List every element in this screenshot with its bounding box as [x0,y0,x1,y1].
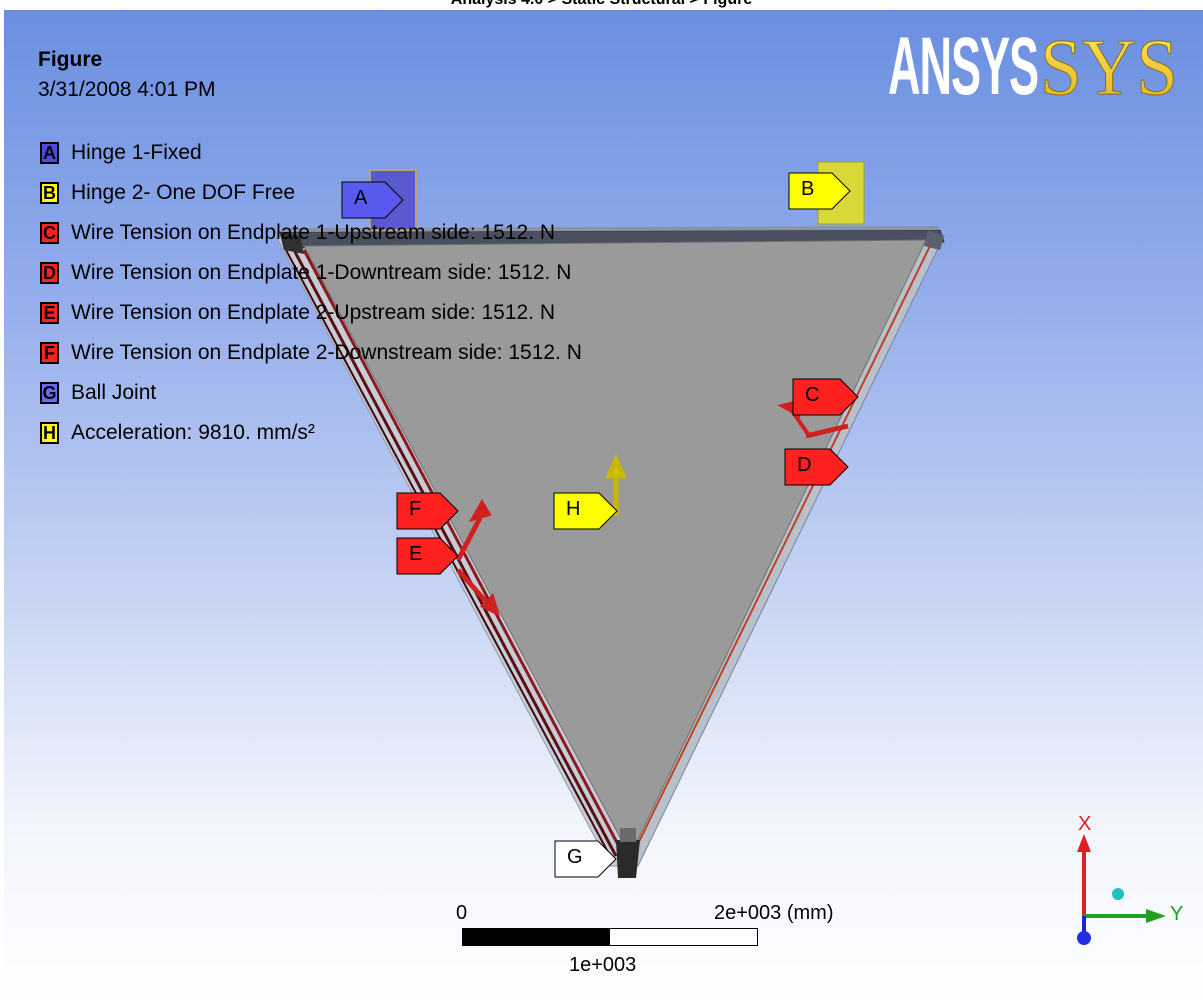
window-title: Analysis 4.0 > Static Structural > Figur… [0,0,1203,9]
triangular-frame-model[interactable] [4,10,1203,1007]
figure-timestamp: 3/31/2008 4:01 PM [38,78,216,101]
x-axis-label: X [1078,813,1091,835]
legend-swatch-b: B [40,182,59,204]
tag-g-letter: G [567,846,583,868]
legend-swatch-g: G [40,382,59,404]
legend-swatch-a: A [40,142,59,164]
ansys-logo: ANSYS SYS [888,22,1180,102]
scale-max-label: 2e+003 (mm) [714,902,834,924]
graphics-viewport[interactable]: Figure 3/31/2008 4:01 PM ANSYS SYS A Hing… [4,10,1203,1007]
tag-d-shape [784,448,849,486]
legend-label-g: Ball Joint [71,381,157,404]
legend-label-a: Hinge 1-Fixed [71,141,202,164]
tag-b-letter: B [801,178,815,200]
axis-triad[interactable]: X Y [1054,810,1194,970]
legend-label-h: Acceleration: 9810. mm/s² [71,421,315,444]
x-axis-arrow [1077,834,1091,852]
y-axis-arrow [1146,909,1166,923]
origin-sphere [1112,888,1124,900]
scale-zero-label: 0 [456,902,468,924]
z-axis-dot [1077,931,1091,945]
legend-label-f: Wire Tension on Endplate 2-Downstream si… [71,341,582,364]
legend-swatch-f: F [40,342,59,364]
legend-swatch-d: D [40,262,59,284]
tag-a-shape [341,181,404,219]
tag-a-letter: A [354,187,368,209]
legend-swatch-e: E [40,302,59,324]
legend-label-b: Hinge 2- One DOF Free [71,181,296,204]
figure-title: Figure [38,48,103,71]
legend-swatch-h: H [40,422,59,444]
tag-b-shape [788,172,851,210]
window-title-bar: Analysis 4.0 > Static Structural > Figur… [0,0,1203,10]
tag-d-letter: D [797,454,812,476]
tag-g-shape [554,840,617,878]
tag-e-letter: E [409,543,423,565]
scale-bar-black-segment [463,929,610,945]
tag-h-letter: H [566,498,581,520]
tag-f-shape [396,492,459,530]
legend-swatch-c: C [40,222,59,244]
legend-label-d: Wire Tension on Endplate 1-Downtream sid… [71,261,572,284]
legend-label-c: Wire Tension on Endplate 1-Upstream side… [71,221,556,244]
y-axis-label: Y [1170,903,1183,925]
tag-c-letter: C [805,384,820,406]
scale-bar-graphic [462,928,758,946]
svg-text:ANSYS: ANSYS [888,22,1038,102]
tag-c-shape [792,378,859,416]
tag-h-shape [553,492,618,530]
legend-label-e: Wire Tension on Endplate 2-Upstream side… [71,301,556,324]
scale-bar: 0 2e+003 (mm) 1e+003 [444,900,834,980]
tag-f-letter: F [409,498,422,520]
scale-mid-label: 1e+003 [569,954,637,976]
tag-e-shape [396,537,459,575]
svg-text:SYS: SYS [1040,24,1178,102]
